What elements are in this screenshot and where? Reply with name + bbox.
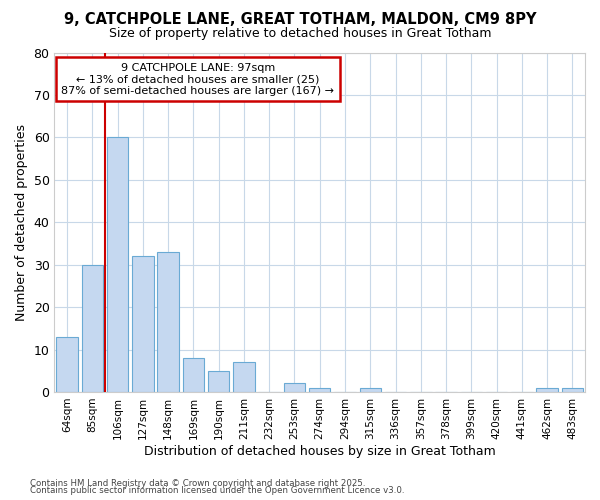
Bar: [56, 337, 78, 392]
Bar: [309, 388, 331, 392]
Text: 9 CATCHPOLE LANE: 97sqm
← 13% of detached houses are smaller (25)
87% of semi-de: 9 CATCHPOLE LANE: 97sqm ← 13% of detache…: [61, 62, 334, 96]
Bar: [562, 388, 583, 392]
Bar: [132, 256, 154, 392]
Text: Contains public sector information licensed under the Open Government Licence v3: Contains public sector information licen…: [30, 486, 404, 495]
Bar: [208, 370, 229, 392]
Text: Contains HM Land Registry data © Crown copyright and database right 2025.: Contains HM Land Registry data © Crown c…: [30, 478, 365, 488]
Bar: [284, 384, 305, 392]
X-axis label: Distribution of detached houses by size in Great Totham: Distribution of detached houses by size …: [144, 444, 496, 458]
Bar: [359, 388, 381, 392]
Y-axis label: Number of detached properties: Number of detached properties: [15, 124, 28, 320]
Bar: [536, 388, 558, 392]
Text: Size of property relative to detached houses in Great Totham: Size of property relative to detached ho…: [109, 28, 491, 40]
Bar: [82, 264, 103, 392]
Bar: [107, 138, 128, 392]
Bar: [182, 358, 204, 392]
Text: 9, CATCHPOLE LANE, GREAT TOTHAM, MALDON, CM9 8PY: 9, CATCHPOLE LANE, GREAT TOTHAM, MALDON,…: [64, 12, 536, 28]
Bar: [157, 252, 179, 392]
Bar: [233, 362, 254, 392]
